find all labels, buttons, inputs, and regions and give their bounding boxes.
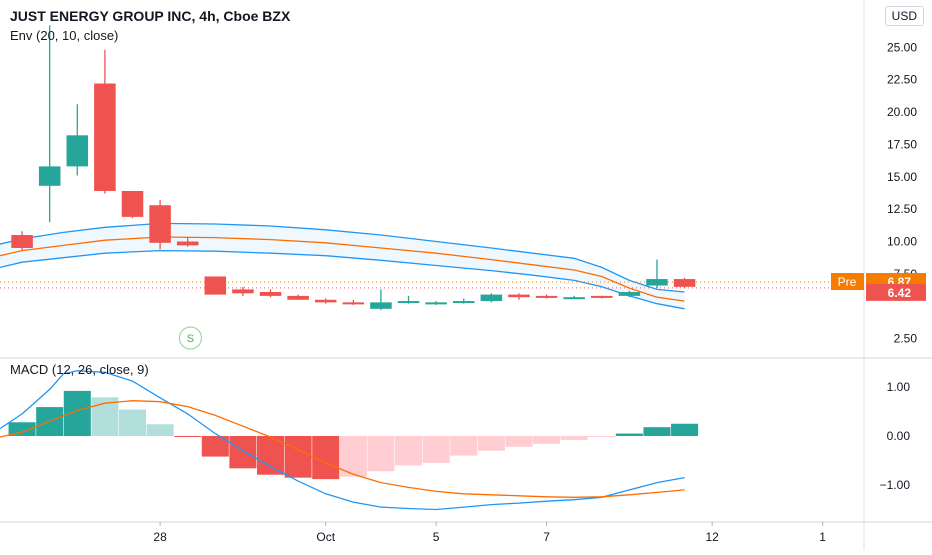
price-axis-tick: 22.50 — [887, 73, 917, 87]
macd-histogram-bar[interactable] — [422, 436, 450, 463]
pre-badge-tag — [831, 273, 864, 291]
macd-histogram-bar[interactable] — [146, 424, 174, 436]
macd-histogram-bar[interactable] — [229, 436, 257, 469]
time-axis-tick: 12 — [705, 530, 719, 544]
macd-histogram-bar[interactable] — [201, 436, 229, 457]
candle-body[interactable] — [618, 292, 641, 296]
candle-body[interactable] — [480, 294, 503, 302]
candle-body[interactable] — [94, 83, 116, 191]
macd-histogram-bar[interactable] — [395, 436, 423, 466]
macd-axis-tick: 0.00 — [887, 429, 911, 443]
candle-body[interactable] — [38, 166, 61, 186]
candle-body[interactable] — [121, 190, 144, 217]
macd-indicator-label[interactable]: MACD (12, 26, close, 9) — [10, 362, 149, 377]
candle-body[interactable] — [11, 235, 33, 248]
candle-body[interactable] — [259, 292, 282, 296]
macd-histogram-bar[interactable] — [63, 390, 91, 436]
time-axis-tick: 1 — [819, 530, 826, 544]
macd-histogram-bar[interactable] — [450, 436, 478, 456]
macd-histogram-bar[interactable] — [477, 436, 505, 451]
pre-badge-label: Pre — [838, 275, 857, 289]
price-axis-tick: 12.50 — [887, 202, 917, 216]
currency-button[interactable]: USD — [884, 6, 924, 26]
time-axis-tick: 5 — [433, 530, 440, 544]
macd-histogram-bar[interactable] — [118, 409, 147, 436]
time-axis-tick: 28 — [153, 530, 167, 544]
candle-body[interactable] — [425, 302, 447, 305]
candle-body[interactable] — [314, 299, 337, 303]
candle-body[interactable] — [149, 205, 171, 243]
last-price-badge — [866, 283, 926, 301]
candle-body[interactable] — [176, 241, 199, 246]
macd-histogram-bar[interactable] — [174, 436, 202, 437]
macd-histogram-bar[interactable] — [560, 436, 588, 440]
candle-body[interactable] — [370, 302, 392, 309]
macd-histogram-bar[interactable] — [8, 422, 36, 436]
candle-body[interactable] — [535, 295, 558, 298]
candle-body[interactable] — [563, 297, 585, 300]
macd-axis-tick: −1.00 — [880, 478, 911, 492]
candle-body[interactable] — [397, 301, 420, 304]
candle-body[interactable] — [287, 295, 309, 300]
price-axis-tick: 2.50 — [894, 332, 918, 346]
candle-body[interactable] — [232, 289, 254, 294]
macd-histogram-bar[interactable] — [256, 436, 285, 475]
macd-histogram-bar[interactable] — [505, 436, 533, 447]
macd-histogram-bar[interactable] — [615, 433, 643, 436]
price-axis-tick: 15.00 — [887, 170, 917, 184]
macd-axis-tick: 1.00 — [887, 380, 911, 394]
candle-body[interactable] — [452, 301, 475, 304]
price-axis-tick: 10.00 — [887, 235, 917, 249]
macd-histogram-bar[interactable] — [284, 436, 312, 478]
candle-body[interactable] — [342, 302, 365, 305]
macd-histogram-bar[interactable] — [533, 436, 561, 444]
price-axis-tick: 17.50 — [887, 137, 917, 151]
envelope-lower-line — [0, 249, 685, 310]
envelope-band-fill — [0, 223, 685, 309]
event-marker[interactable] — [178, 326, 203, 350]
candle-body[interactable] — [673, 279, 696, 287]
candle-body[interactable] — [508, 294, 530, 298]
envelope-basis-line — [0, 236, 685, 302]
chart-title: JUST ENERGY GROUP INC, 4h, Cboe BZX — [10, 8, 291, 24]
price-axis-tick: 20.00 — [887, 105, 917, 119]
time-axis-tick: 7 — [543, 530, 550, 544]
time-axis-tick: Oct — [316, 530, 335, 544]
candle-body[interactable] — [590, 295, 613, 298]
macd-histogram-bar[interactable] — [312, 436, 340, 480]
candle-body[interactable] — [66, 135, 89, 167]
candle-body[interactable] — [646, 279, 668, 286]
macd-histogram-bar[interactable] — [588, 436, 616, 437]
macd-line — [0, 370, 685, 511]
price-axis-tick: 25.00 — [887, 40, 917, 54]
envelope-indicator-label[interactable]: Env (20, 10, close) — [10, 28, 119, 43]
macd-histogram-bar[interactable] — [367, 436, 395, 472]
macd-signal-line — [0, 400, 685, 498]
macd-histogram-bar[interactable] — [643, 427, 671, 436]
event-marker-label: S — [187, 333, 194, 345]
envelope-upper-line — [0, 222, 685, 293]
last-price-value: 6.42 — [888, 286, 912, 300]
candle-body[interactable] — [204, 276, 227, 295]
macd-histogram-bar[interactable] — [671, 423, 699, 436]
